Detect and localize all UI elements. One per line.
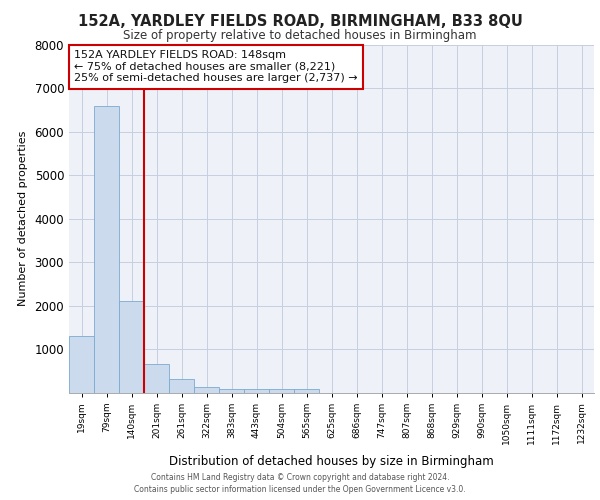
- Bar: [219, 389, 244, 392]
- X-axis label: Distribution of detached houses by size in Birmingham: Distribution of detached houses by size …: [169, 455, 494, 468]
- Bar: [69, 336, 94, 392]
- Bar: [269, 389, 294, 392]
- Text: 152A, YARDLEY FIELDS ROAD, BIRMINGHAM, B33 8QU: 152A, YARDLEY FIELDS ROAD, BIRMINGHAM, B…: [77, 14, 523, 29]
- Bar: [144, 364, 169, 392]
- Text: 152A YARDLEY FIELDS ROAD: 148sqm
← 75% of detached houses are smaller (8,221)
25: 152A YARDLEY FIELDS ROAD: 148sqm ← 75% o…: [74, 50, 358, 84]
- Bar: [194, 387, 219, 392]
- Bar: [119, 302, 144, 392]
- Text: Size of property relative to detached houses in Birmingham: Size of property relative to detached ho…: [123, 29, 477, 42]
- Bar: [244, 389, 269, 392]
- Text: Contains HM Land Registry data © Crown copyright and database right 2024.
Contai: Contains HM Land Registry data © Crown c…: [134, 472, 466, 494]
- Y-axis label: Number of detached properties: Number of detached properties: [17, 131, 28, 306]
- Bar: [94, 106, 119, 393]
- Bar: [294, 389, 319, 392]
- Bar: [169, 380, 194, 392]
